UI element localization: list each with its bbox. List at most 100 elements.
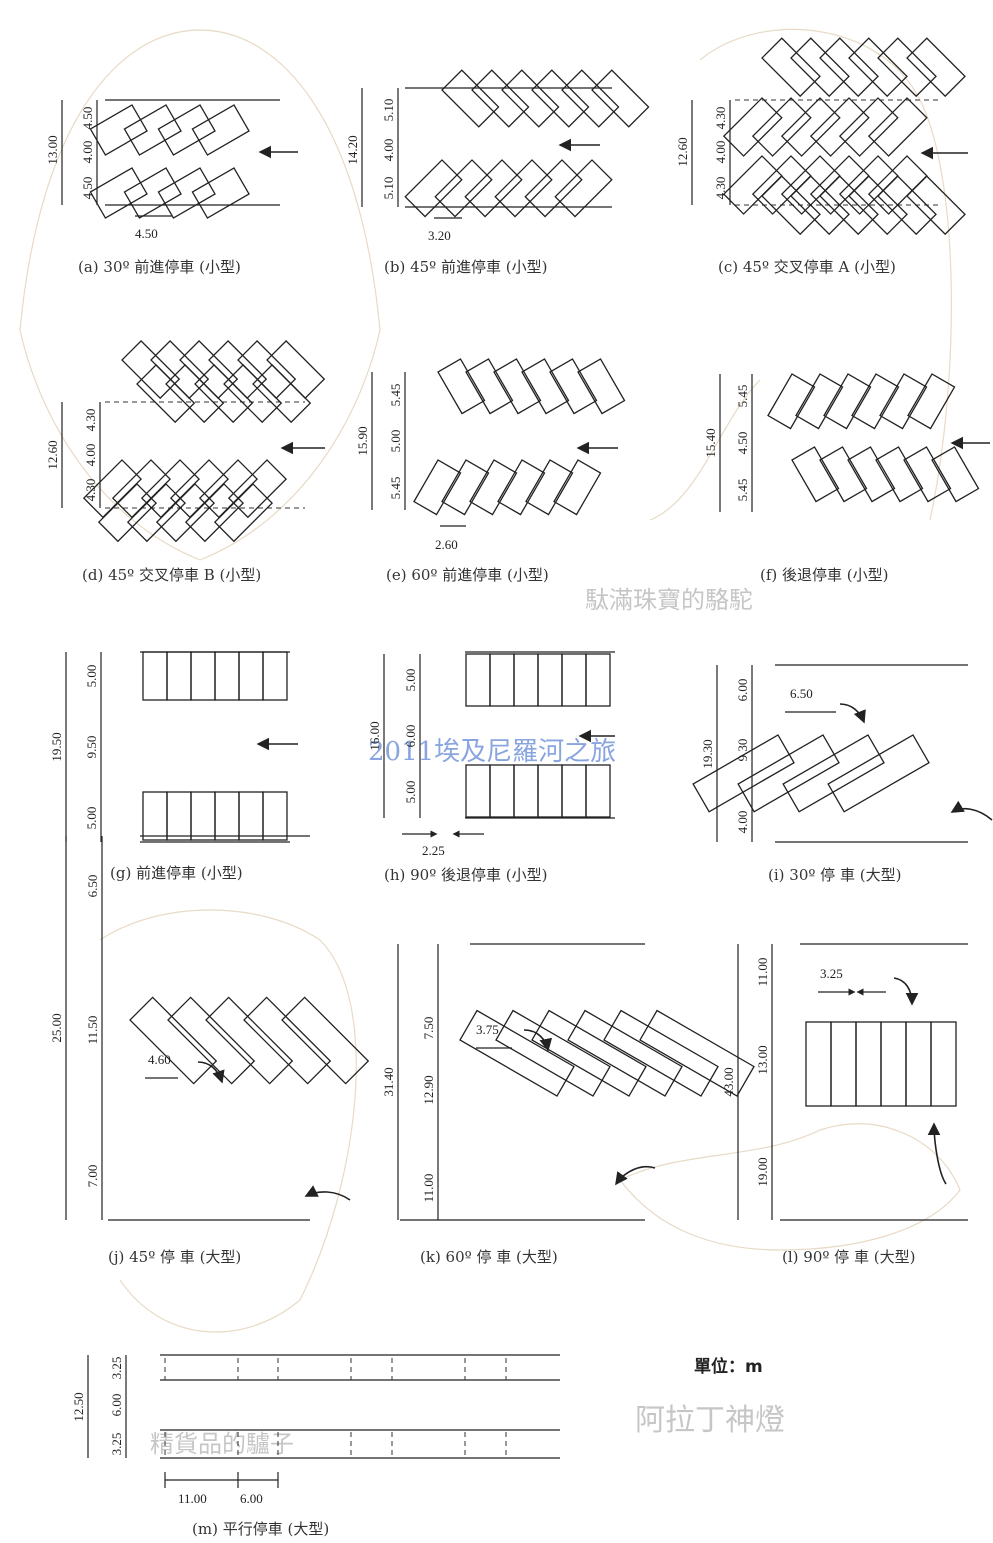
stall-row-a2 xyxy=(89,167,250,219)
dim-m-upper: 3.25 xyxy=(109,1357,124,1380)
parking-stall xyxy=(549,358,598,415)
panel-a: 13.00 4.50 4.00 4.50 4.50 (a) 30º 前進停車 (… xyxy=(45,99,298,276)
parking-stall xyxy=(501,69,560,128)
caption-i: (i) 30º 停 車 (大型) xyxy=(768,866,901,884)
dim-i-lower: 4.00 xyxy=(735,811,750,834)
entry-arrow-j-bottom xyxy=(304,1185,351,1201)
dim-m-lower: 3.25 xyxy=(109,1433,124,1456)
entry-arrow-k-bottom xyxy=(615,1166,656,1186)
parking-stall xyxy=(465,358,514,415)
stalls-g-top xyxy=(142,651,288,701)
parking-stall xyxy=(165,363,225,424)
parking-stall xyxy=(531,1009,647,1097)
dim-h-lower: 5.00 xyxy=(403,781,418,804)
parking-stall xyxy=(123,167,182,219)
parking-stall xyxy=(404,159,463,218)
parking-stall xyxy=(553,459,602,516)
parking-stall xyxy=(281,996,370,1085)
parking-stall xyxy=(524,159,583,218)
dim-c-upper: 4.30 xyxy=(713,107,728,130)
dim-g-total: 19.50 xyxy=(49,732,64,761)
parking-stall xyxy=(238,651,264,701)
parking-stall xyxy=(469,459,518,516)
panel-h: 16.00 5.00 6.00 5.00 2.25 (h) 90º 後退停車 (… xyxy=(367,651,615,884)
dim-e-total: 15.90 xyxy=(355,426,370,455)
entry-arrow-i-bottom xyxy=(950,800,993,821)
stall-row-j1 xyxy=(129,996,370,1085)
parking-stall xyxy=(489,653,515,707)
stall-row-d3 xyxy=(82,459,288,519)
parking-stall xyxy=(89,104,148,156)
parking-stall xyxy=(238,791,264,841)
parking-stall xyxy=(191,104,250,156)
panel-k: 31.40 7.50 12.90 11.00 3.75 (k) 60º 停 車 … xyxy=(381,943,755,1266)
dim-b-aisle: 4.00 xyxy=(381,139,396,162)
stall-row-b1 xyxy=(441,69,650,128)
parking-stall xyxy=(252,363,312,424)
dim-d-upper: 4.30 xyxy=(83,409,98,432)
caption-d: (d) 45º 交叉停車 B (小型) xyxy=(82,566,261,584)
dim-a-aisle: 4.00 xyxy=(80,141,95,164)
caption-c: (c) 45º 交叉停車 A (小型) xyxy=(718,258,896,276)
parking-stall xyxy=(157,167,216,219)
parking-stall xyxy=(639,1009,755,1097)
dim-i-upper: 6.00 xyxy=(735,679,750,702)
parking-stall xyxy=(751,97,812,157)
dim-m-length: 11.00 xyxy=(178,1491,207,1506)
parking-stall xyxy=(441,459,490,516)
parking-stall xyxy=(157,104,216,156)
watermark-camel: 駄滿珠寶的駱駝 xyxy=(585,586,753,614)
parking-stall xyxy=(782,734,885,813)
dim-c-lower: 4.30 xyxy=(713,177,728,200)
parking-stall xyxy=(722,97,783,157)
parking-stall xyxy=(537,653,563,707)
dim-i-aisle: 9.30 xyxy=(735,739,750,762)
parking-stall xyxy=(790,175,850,236)
parking-stall xyxy=(819,37,879,98)
dim-a-width: 4.50 xyxy=(135,226,158,241)
parking-stall xyxy=(906,175,966,236)
caption-j: (j) 45º 停 車 (大型) xyxy=(108,1248,241,1266)
parking-stall xyxy=(561,764,587,818)
dim-c-total: 12.60 xyxy=(675,137,690,166)
parking-stall xyxy=(489,764,515,818)
dim-d-lower: 4.30 xyxy=(83,479,98,502)
stall-row-f1 xyxy=(767,373,956,430)
watermark-trip: 2011埃及尼羅河之旅 xyxy=(368,737,616,767)
parking-stall xyxy=(790,37,850,98)
parking-stall xyxy=(471,69,530,128)
parking-stall xyxy=(513,764,539,818)
dim-k-upper: 7.50 xyxy=(421,1017,436,1040)
parking-stall xyxy=(930,1021,957,1107)
unit-label: 單位：m xyxy=(694,1356,763,1377)
parking-stall xyxy=(464,159,523,218)
parking-stall xyxy=(494,159,553,218)
parking-stall xyxy=(761,175,821,236)
parking-stall xyxy=(413,459,462,516)
parking-stall xyxy=(577,358,626,415)
parking-stall xyxy=(89,167,148,219)
dim-m-gap: 6.00 xyxy=(240,1491,263,1506)
parking-stall xyxy=(214,651,240,701)
parking-stall xyxy=(191,167,250,219)
parking-stall xyxy=(213,483,274,543)
parking-stall xyxy=(809,97,870,157)
dim-j-total: 25.00 xyxy=(49,1013,64,1042)
parking-stall xyxy=(761,37,821,98)
parking-stall xyxy=(905,1021,932,1107)
parking-stall xyxy=(190,651,216,701)
entry-arrow-j-top xyxy=(197,1061,225,1084)
parking-stall xyxy=(855,1021,882,1107)
parking-stall xyxy=(262,651,288,701)
dim-f-lower: 5.45 xyxy=(735,479,750,502)
parking-stall xyxy=(441,69,500,128)
parking-stall xyxy=(877,37,937,98)
parking-stall xyxy=(795,373,844,430)
dim-k-width: 3.75 xyxy=(476,1022,499,1037)
parking-stall xyxy=(875,446,924,503)
stall-row-d2 xyxy=(136,363,312,424)
caption-a: (a) 30º 前進停車 (小型) xyxy=(78,258,241,276)
parking-stall xyxy=(819,175,879,236)
